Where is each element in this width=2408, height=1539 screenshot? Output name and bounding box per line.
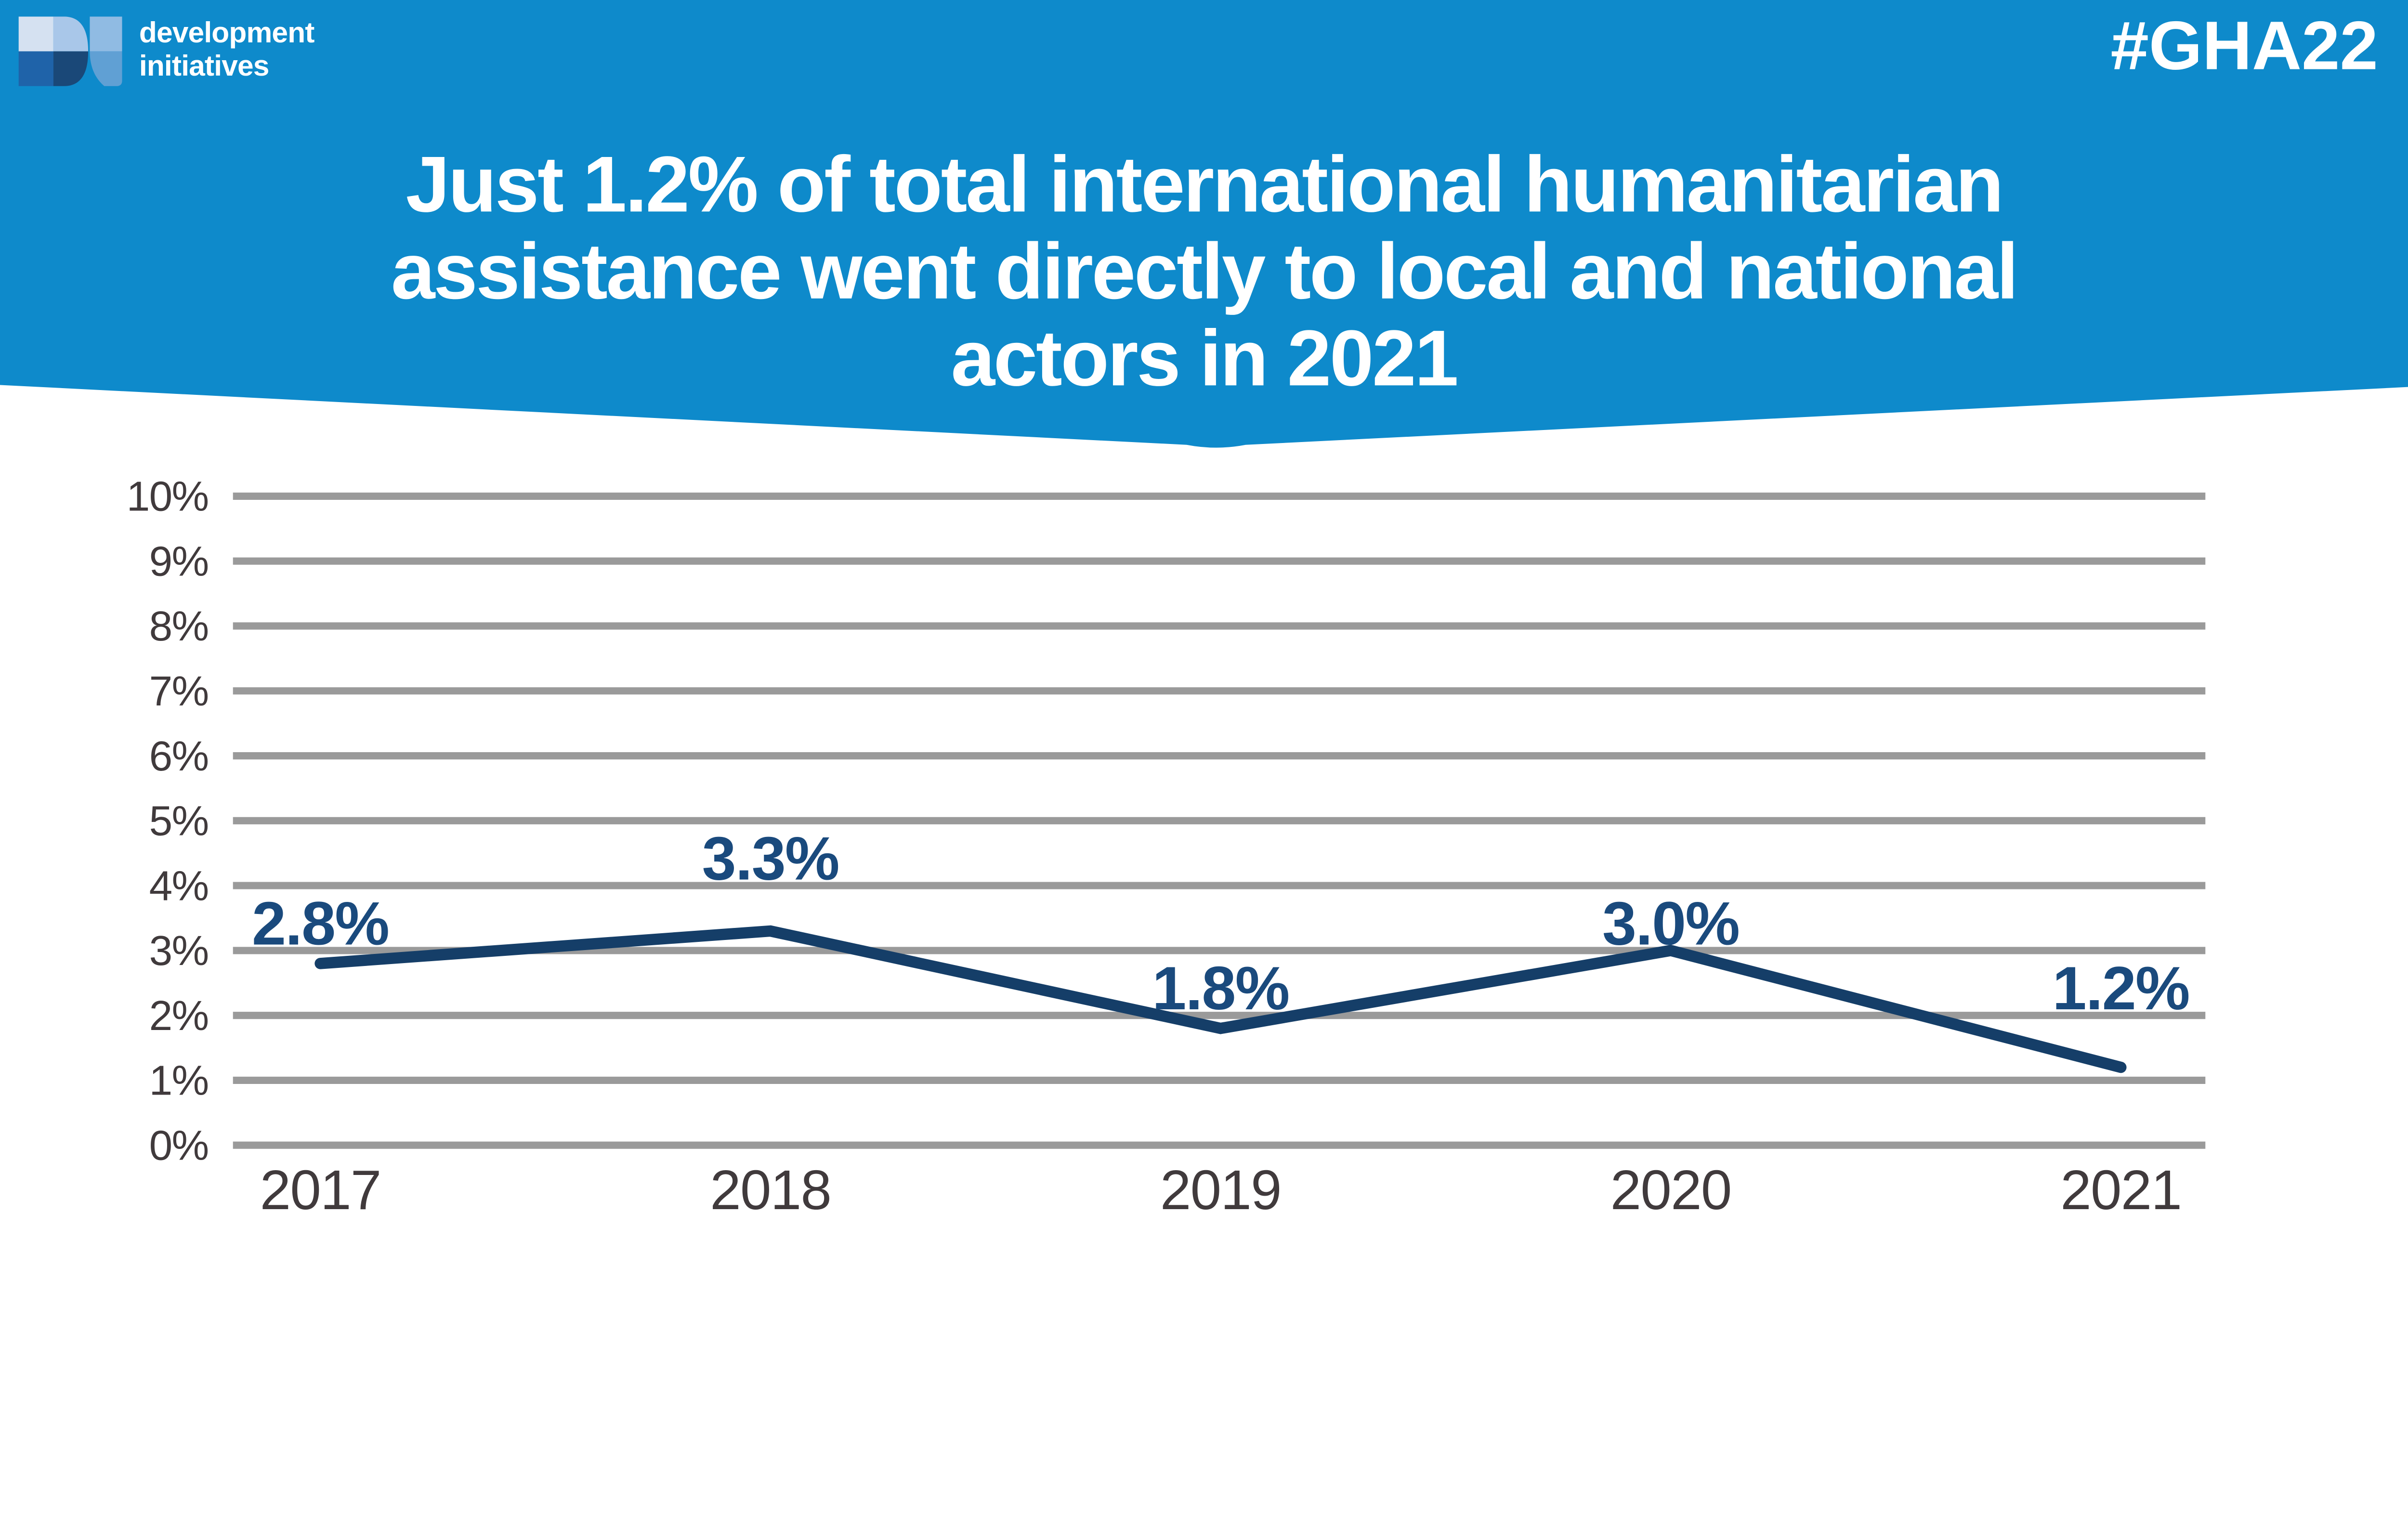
data-line	[314, 925, 2127, 1073]
data-point-label: 2.8%	[252, 889, 389, 958]
y-axis-tick-label: 3%	[149, 927, 209, 974]
logo-i-bottom	[90, 51, 122, 86]
y-axis-tick-label: 10%	[127, 473, 209, 520]
title-line-3: actors in 2021	[951, 313, 1459, 403]
y-axis-tick-label: 4%	[149, 862, 209, 909]
data-point-label: 1.8%	[1152, 954, 1289, 1023]
line-chart: 10% 9% 8% 7% 6% 5% 4% 3% 2% 1% 0% 2017 2018 2019 2020 2…	[127, 473, 2206, 1221]
x-axis-tick-label: 2020	[1610, 1159, 1731, 1221]
di-logo-mark	[18, 16, 122, 86]
y-axis-tick-label: 9%	[149, 537, 209, 585]
y-axis-tick-label: 5%	[149, 797, 209, 845]
y-axis-tick-label: 1%	[149, 1057, 209, 1104]
x-axis-tick-label: 2019	[1160, 1159, 1281, 1221]
brand-line-1: development	[139, 16, 315, 49]
logo-d-bottom-right-quadrant	[53, 51, 89, 86]
y-axis-tick-label: 8%	[149, 602, 209, 650]
hashtag-label: #GHA22	[2110, 7, 2378, 84]
data-point-label: 3.3%	[702, 824, 839, 893]
x-axis-tick-label: 2021	[2060, 1159, 2181, 1221]
header: development initiatives #GHA22 Just 1.2%…	[0, 0, 2408, 453]
data-point-label: 3.0%	[1602, 889, 1739, 958]
logo-d-bottom-left-quadrant	[18, 51, 53, 86]
y-axis-tick-label: 6%	[149, 732, 209, 780]
x-axis-tick-label: 2018	[710, 1159, 831, 1221]
logo-i-top	[90, 16, 122, 52]
y-axis-tick-label: 2%	[149, 992, 209, 1039]
data-point-label: 1.2%	[2053, 954, 2189, 1023]
title-line-2: assistance went directly to local and na…	[391, 227, 2019, 316]
infographic-canvas: development initiatives #GHA22 Just 1.2%…	[0, 0, 2408, 1221]
title-line-1: Just 1.2% of total international humanit…	[406, 140, 2004, 229]
y-axis-tick-label: 0%	[149, 1122, 209, 1169]
x-axis-tick-label: 2017	[260, 1159, 381, 1221]
logo-d-top-right-quadrant	[53, 16, 89, 52]
y-axis-tick-label: 7%	[149, 667, 209, 715]
brand-wordmark: development initiatives	[139, 16, 315, 83]
brand-line-2: initiatives	[139, 50, 270, 82]
logo-d-top-left-quadrant	[18, 16, 53, 52]
page-title: Just 1.2% of total international humanit…	[0, 141, 2408, 402]
header-banner	[0, 0, 2408, 448]
banner-shape	[0, 0, 2408, 448]
